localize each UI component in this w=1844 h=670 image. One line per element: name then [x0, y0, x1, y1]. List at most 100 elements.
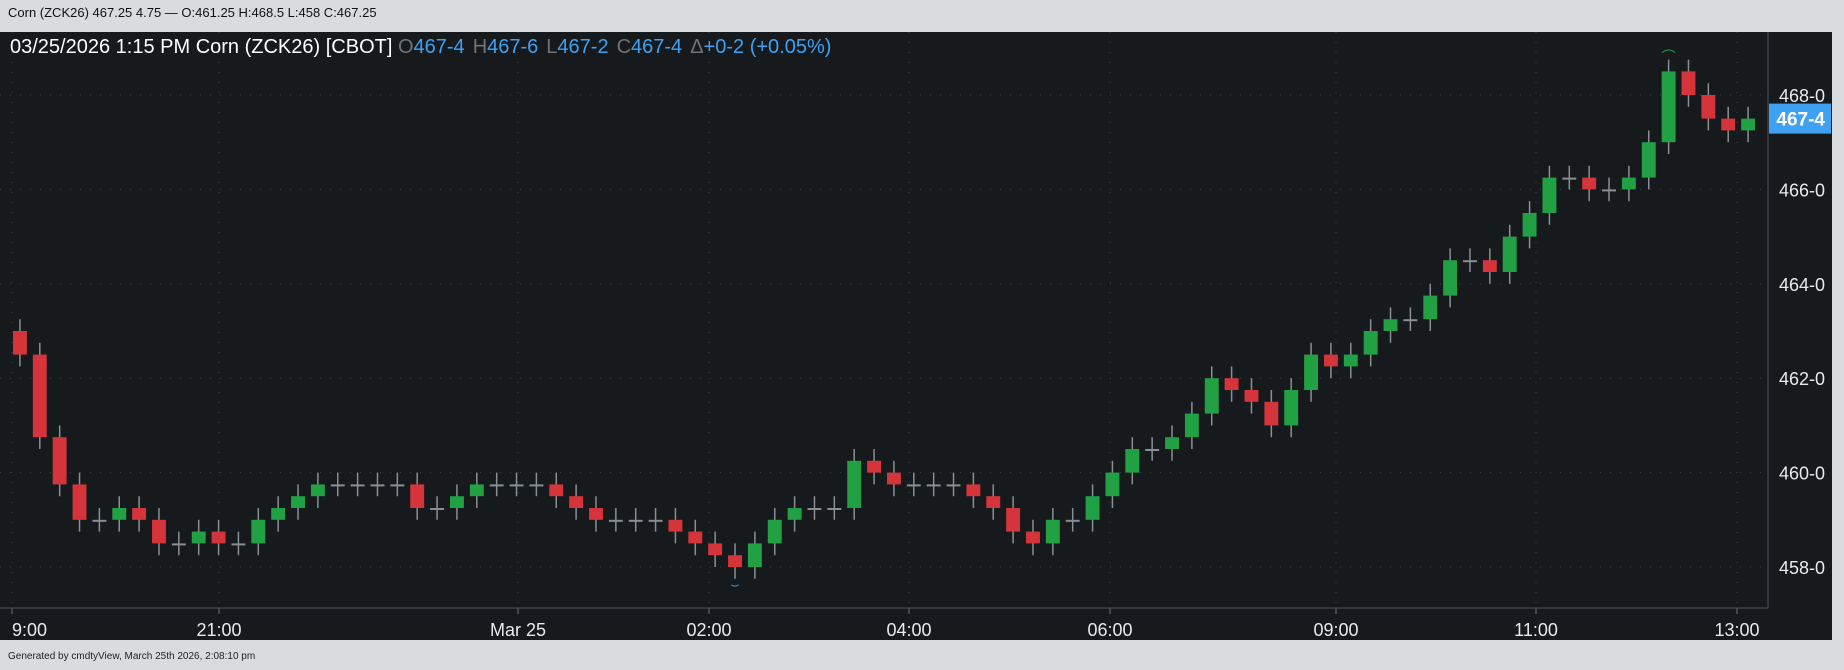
candle-body [1304, 354, 1319, 390]
x-tick-label: 02:00 [686, 620, 731, 640]
delta-label: Δ [690, 36, 704, 58]
candle-body [1661, 71, 1676, 143]
candle-body [330, 484, 345, 487]
candle-body [1681, 71, 1696, 95]
candle-body [12, 331, 27, 355]
candle-body [132, 508, 147, 520]
candle-body [469, 484, 484, 497]
candle-body [1264, 401, 1279, 426]
candle-body [1145, 449, 1160, 451]
low-label: L [546, 36, 558, 58]
high-value: 467-6 [487, 36, 539, 58]
candle-body [390, 484, 405, 487]
candle-body [72, 484, 87, 520]
candle-body [827, 508, 842, 510]
candle-body [1602, 189, 1616, 192]
candle-body [1721, 118, 1736, 131]
candle-body [1403, 319, 1418, 322]
x-tick-label: 13:00 [1714, 620, 1759, 640]
candle-body [489, 484, 504, 487]
candle-body [1423, 295, 1438, 320]
candle-body [1085, 496, 1100, 520]
delta-value: +0-2 (+0.05%) [703, 36, 832, 58]
candle-body [271, 508, 286, 520]
candle-body [569, 496, 584, 508]
candle-body [668, 519, 683, 532]
candle-body [747, 543, 762, 567]
candle-body [648, 519, 663, 522]
candle-body [1741, 118, 1756, 131]
candle-body [449, 496, 464, 508]
x-tick-label: 21:00 [196, 620, 241, 640]
candle-body [509, 484, 524, 487]
high-label: H [472, 36, 488, 58]
candle-body [847, 460, 862, 508]
candle-body [52, 437, 67, 485]
last-price-label: 467-4 [1776, 110, 1825, 131]
y-tick-label: 464-0 [1779, 275, 1825, 295]
chart-legend: 03/25/2026 1:15 PM Corn (ZCK26) [CBOT] O… [10, 36, 839, 59]
x-tick-label: Mar 25 [490, 620, 546, 640]
candle-body [1125, 449, 1140, 473]
candle-body [1641, 142, 1656, 178]
x-tick-label: 09:00 [1313, 620, 1358, 640]
y-tick-label: 466-0 [1779, 180, 1825, 200]
candle-body [291, 496, 305, 508]
close-value: 467-4 [631, 36, 683, 58]
candle-body [112, 508, 127, 520]
candle-body [708, 543, 723, 556]
candle-body [589, 508, 603, 520]
candle-body [1184, 413, 1199, 438]
candle-body [906, 484, 921, 487]
candle-body [986, 496, 1001, 508]
candle-body [1363, 331, 1378, 355]
candle-body [1165, 437, 1179, 449]
y-tick-label: 468-0 [1779, 86, 1825, 106]
candle-body [946, 484, 961, 487]
x-tick-label: 04:00 [886, 620, 931, 640]
chart-area[interactable] [0, 32, 1832, 640]
candle-body [32, 354, 47, 438]
candle-body [1045, 519, 1060, 544]
candle-body [251, 519, 266, 544]
candle-body [1582, 177, 1597, 190]
open-value: 467-4 [413, 36, 465, 58]
session-high-marker: ⌒ [1662, 48, 1676, 64]
candle-body [152, 519, 166, 544]
candle-body [549, 484, 564, 497]
y-tick-label: 460-0 [1779, 464, 1825, 484]
candle-body [310, 484, 325, 497]
candle-body [608, 519, 623, 522]
candle-body [926, 484, 941, 487]
candle-body [1482, 260, 1497, 272]
session-low-marker: ⌣ [730, 576, 739, 592]
candle-body [1204, 378, 1219, 414]
last-price-tag [1769, 103, 1831, 134]
candle-body [867, 460, 882, 473]
candle-body [92, 519, 107, 522]
candle-body [410, 484, 425, 508]
candle-body [628, 519, 643, 522]
legend-datetime: 03/25/2026 1:15 PM [10, 36, 191, 58]
candlestick-chart[interactable]: 458-0 460-0 462-0 464-0 466-0 468-0 9:00 21:00 M… [0, 32, 1832, 640]
candle-body [1562, 177, 1577, 180]
candle-body [1522, 213, 1537, 237]
candle-body [1224, 378, 1239, 390]
x-tick-label: 9:00 [12, 620, 47, 640]
y-tick-label: 462-0 [1779, 369, 1825, 389]
candle-body [886, 472, 901, 485]
candle-body [1026, 531, 1040, 544]
legend-symbol: Corn (ZCK26) [CBOT] [195, 36, 393, 58]
candle-body [1065, 519, 1080, 522]
candle-body [231, 543, 246, 546]
candle-body [1463, 260, 1477, 263]
candle-body [1343, 354, 1358, 367]
x-tick-label: 06:00 [1087, 620, 1132, 640]
candle-body [1105, 472, 1120, 497]
candle-body [767, 519, 782, 544]
candle-body [1621, 177, 1636, 190]
candle-body [1502, 236, 1517, 272]
candle-body [191, 531, 206, 544]
candle-body [807, 508, 822, 510]
candle-body [728, 555, 742, 567]
